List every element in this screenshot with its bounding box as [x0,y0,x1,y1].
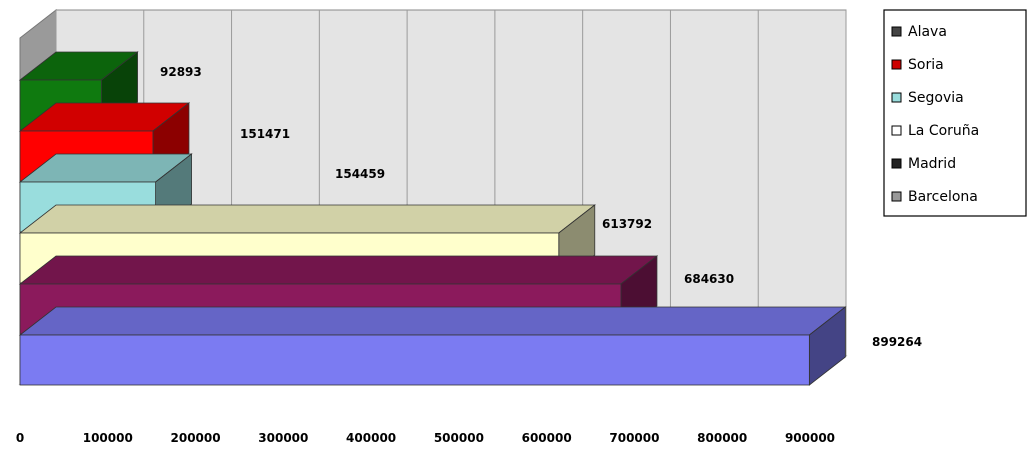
data-label: 151471 [240,127,290,141]
bar-front [19,334,810,386]
legend-label: Barcelona [908,189,978,205]
bars [18,51,847,386]
legend-item: Alava [891,24,947,40]
legend-item: Segovia [891,90,964,106]
data-label: 92893 [160,65,202,79]
x-tick-label: 400000 [346,431,396,445]
legend-label: Alava [908,24,947,40]
legend-swatch [891,191,902,202]
x-tick-label: 100000 [83,431,133,445]
x-tick-label: 500000 [434,431,484,445]
legend-item: La Coruña [891,123,979,139]
x-tick-label: 300000 [258,431,308,445]
x-tick-label: 700000 [609,431,659,445]
legend-label: Segovia [908,90,964,106]
legend-label: Soria [908,57,944,73]
data-label: 613792 [602,217,652,231]
data-label: 899264 [872,335,922,349]
legend-swatch [891,26,902,37]
legend: Alava Soria Segovia La Coruña Madrid Barcelon… [883,9,1027,217]
x-tick-label: 0 [16,431,24,445]
legend-box [883,9,1027,217]
legend-item: Barcelona [891,189,978,205]
legend-label: Madrid [908,156,956,172]
data-labels: 92893 151471 154459 613792 684630 899264 [160,65,922,349]
bar-barcelona [18,306,847,386]
x-tick-label: 800000 [697,431,747,445]
x-axis-ticks: 0 100000 200000 300000 400000 500000 600000 700… [16,431,835,445]
bar-top [18,204,596,234]
x-tick-label: 900000 [785,431,835,445]
legend-swatch [891,158,902,169]
bar-top [18,306,847,336]
legend-item: Madrid [891,156,956,172]
data-label: 684630 [684,272,734,286]
x-tick-label: 600000 [522,431,572,445]
bar-top [18,255,659,285]
x-tick-label: 200000 [171,431,221,445]
data-label: 154459 [335,167,385,181]
legend-swatch [891,92,902,103]
legend-label: La Coruña [908,123,979,139]
legend-item: Soria [891,57,944,73]
legend-swatch [891,125,902,136]
legend-swatch [891,59,902,70]
